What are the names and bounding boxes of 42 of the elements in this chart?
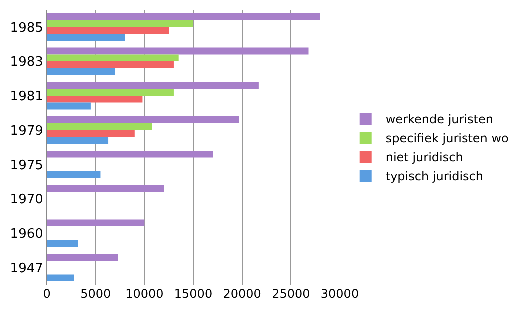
legend-label: werkende juristen [386, 112, 494, 127]
y-tick-label: 1979 [10, 124, 44, 139]
x-tick-label: 30000 [320, 287, 360, 301]
bar [47, 20, 194, 28]
x-tick-label: 5000 [80, 287, 112, 301]
x-tick-label: 20000 [223, 287, 262, 301]
bar [47, 48, 309, 55]
bar [47, 130, 135, 138]
bar [47, 34, 126, 41]
bar [47, 185, 164, 192]
bar [47, 54, 179, 62]
legend-label: niet juridisch [386, 150, 464, 165]
bar [47, 13, 320, 20]
x-tick-label: 10000 [126, 287, 164, 301]
legend-label: specifiek juristen wo [386, 132, 509, 146]
bar [47, 172, 101, 178]
y-tick-label: 1983 [10, 55, 44, 70]
bar [47, 137, 109, 144]
bar [47, 62, 174, 68]
bar [47, 123, 152, 130]
bar [47, 68, 116, 76]
x-tick-label: 0 [43, 287, 51, 301]
y-tick-label: 1985 [10, 20, 44, 36]
x-tick-label: 15000 [174, 287, 213, 301]
bar [47, 96, 143, 103]
y-tick-label: 1947 [10, 261, 44, 276]
bar [47, 274, 74, 282]
bar [47, 254, 118, 261]
y-tick-label: 1960 [10, 226, 44, 242]
bar [47, 27, 170, 34]
legend-label: typisch juridisch [386, 170, 484, 184]
bar [47, 116, 240, 124]
y-tick-label: 1975 [10, 158, 44, 174]
x-tick-label: 25000 [272, 287, 310, 301]
bar [47, 220, 145, 227]
bar [47, 89, 174, 96]
bar [47, 150, 214, 158]
y-tick-label: 1970 [10, 192, 44, 208]
bar [47, 240, 78, 248]
y-tick-label: 1981 [10, 89, 44, 104]
bar [47, 82, 259, 90]
bar [47, 102, 91, 110]
